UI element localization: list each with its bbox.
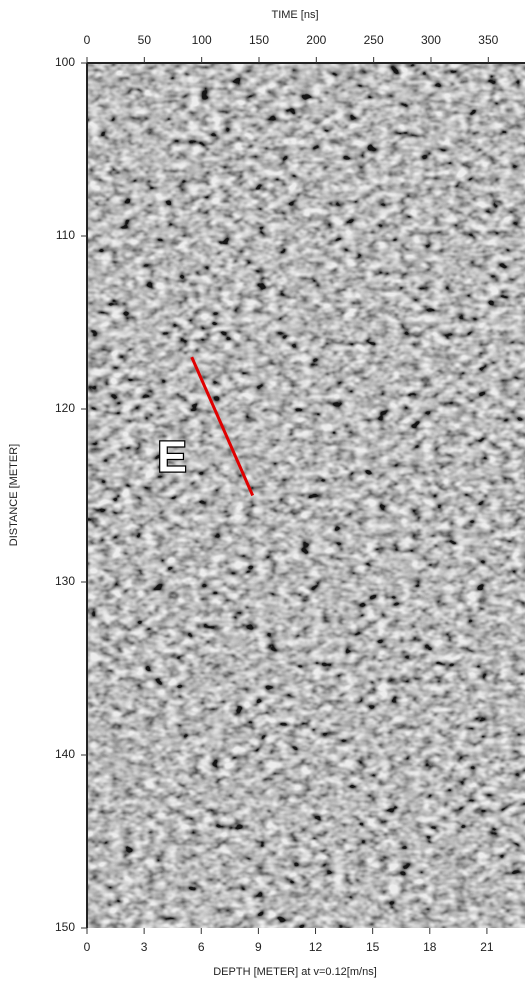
x2-tick-label: 100 (192, 33, 212, 47)
x-tick-label: 12 (309, 940, 323, 954)
x2-tick-label: 0 (84, 33, 91, 47)
x2-tick-label: 50 (138, 33, 152, 47)
y-axis-label: DISTANCE [METER] (8, 444, 20, 546)
y-tick-label: 130 (55, 574, 75, 588)
x-axis-label: DEPTH [METER] at v=0.12[m/ns] (213, 966, 377, 978)
x2-tick-label: 200 (306, 33, 326, 47)
x2-tick-label: 300 (421, 33, 441, 47)
x-tick-label: 15 (366, 940, 380, 954)
annotation: E (157, 433, 186, 482)
x-tick-label: 21 (480, 940, 494, 954)
y-tick-label: 110 (56, 228, 75, 242)
y-tick-label: 120 (55, 401, 75, 415)
y-tick-label: 140 (55, 747, 75, 761)
x-tick-label: 0 (84, 940, 91, 954)
x-tick-label: 18 (423, 940, 437, 954)
x-tick-label: 3 (141, 940, 148, 954)
x2-tick-label: 350 (478, 33, 498, 47)
interpretation-line (190, 356, 255, 497)
x-tick-label: 6 (198, 940, 205, 954)
radargram-texture (87, 63, 525, 928)
y-tick-label: 100 (55, 55, 75, 69)
y-tick-label: 150 (55, 920, 75, 934)
x2-axis-label: TIME [ns] (271, 9, 318, 21)
x2-tick-label: 250 (364, 33, 384, 47)
x2-tick-label: 150 (249, 33, 269, 47)
x-tick-label: 9 (255, 940, 262, 954)
